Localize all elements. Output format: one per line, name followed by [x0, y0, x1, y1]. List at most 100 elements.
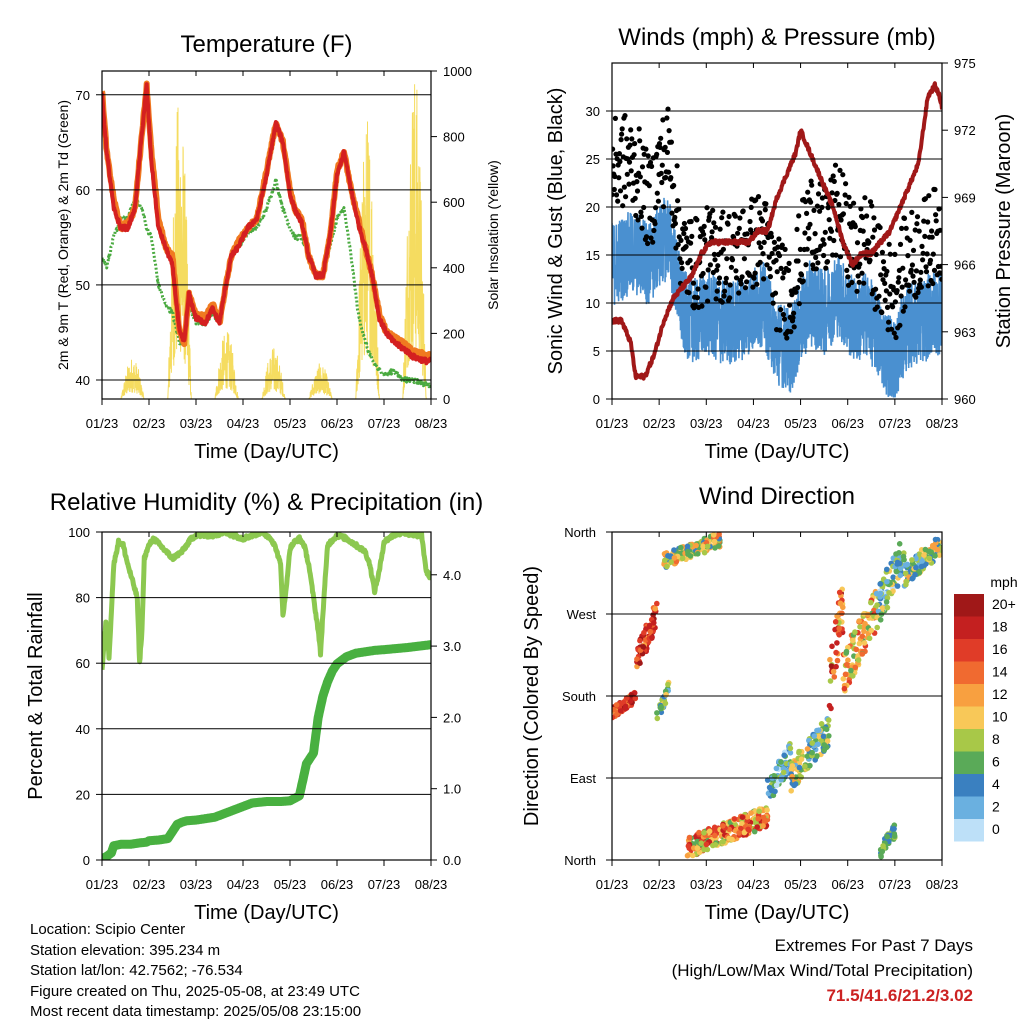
gust-point	[767, 274, 774, 280]
gust-point	[907, 288, 913, 294]
gust-point	[639, 225, 645, 231]
gust-point	[720, 209, 726, 215]
x-tick-label: 05/23	[784, 416, 817, 431]
gust-point	[704, 205, 710, 211]
gust-point	[912, 227, 918, 233]
direction-point	[698, 840, 705, 846]
direction-point	[919, 558, 925, 564]
gust-point	[808, 199, 814, 205]
y-tick-label: 5	[593, 344, 600, 359]
direction-point	[926, 555, 933, 562]
y-tick-label-right: 3.0	[443, 639, 461, 654]
gust-point	[844, 267, 850, 273]
gust-point	[709, 235, 715, 241]
gust-point	[880, 259, 887, 265]
gust-point	[813, 266, 819, 272]
direction-point	[716, 532, 722, 537]
y-tick-label-right: 975	[954, 56, 976, 71]
legend-swatch	[954, 706, 984, 729]
y-tick-label-right: 4.0	[443, 568, 461, 583]
direction-point	[894, 583, 901, 589]
gust-point	[612, 163, 616, 169]
gust-point	[899, 284, 905, 290]
direction-point	[857, 624, 863, 630]
gust-point	[720, 246, 727, 252]
x-tick-label: 04/23	[737, 416, 770, 431]
direction-point	[879, 848, 886, 855]
direction-point	[936, 552, 942, 558]
gust-point	[617, 159, 623, 165]
gust-point	[629, 136, 635, 142]
gust-point	[933, 212, 939, 218]
gust-point	[716, 275, 723, 281]
y-tick-label: East	[570, 771, 596, 786]
direction-point	[668, 559, 674, 565]
y-axis-label: Sonic Wind & Gust (Blue, Black)	[545, 88, 567, 375]
gust-point	[675, 242, 681, 248]
gust-point	[616, 175, 622, 181]
y-tick-label: 100	[68, 525, 90, 540]
direction-point	[827, 678, 834, 684]
direction-point	[720, 839, 726, 845]
x-tick-label: 06/23	[321, 877, 354, 892]
gust-point	[901, 215, 908, 221]
direction-point	[658, 704, 664, 710]
gust-point	[721, 293, 727, 299]
direction-point	[663, 691, 669, 698]
gust-point	[714, 288, 720, 294]
gust-point	[654, 151, 660, 157]
gust-point	[804, 246, 810, 252]
direction-point	[654, 600, 660, 607]
gust-point	[886, 319, 892, 325]
gust-point	[683, 244, 689, 250]
gust-point	[780, 275, 786, 281]
gust-point	[909, 209, 915, 215]
gust-point	[910, 273, 916, 279]
gust-point	[764, 262, 770, 268]
direction-point	[816, 727, 822, 733]
gust-point	[679, 260, 685, 266]
gust-point	[636, 126, 642, 132]
x-axis-label: Time (Day/UTC)	[705, 902, 850, 924]
sonic-wind-line	[612, 197, 942, 398]
direction-point	[780, 769, 787, 776]
direction-point	[928, 549, 934, 555]
gust-point	[936, 206, 942, 212]
gust-point	[811, 207, 817, 213]
gust-point	[653, 205, 659, 211]
gust-point	[736, 290, 742, 296]
gust-point	[890, 304, 896, 310]
direction-point	[903, 562, 910, 568]
direction-point	[646, 622, 653, 629]
gust-point	[752, 270, 758, 276]
gust-point	[756, 240, 762, 246]
gust-point	[800, 278, 806, 284]
direction-point	[845, 657, 851, 663]
x-tick-label: 02/23	[133, 416, 166, 431]
gust-point	[677, 256, 683, 262]
gust-point	[899, 225, 905, 231]
gust-point	[689, 233, 695, 239]
direction-point	[917, 551, 923, 558]
direction-point	[821, 742, 828, 748]
gust-point	[643, 146, 649, 152]
data-timestamp: Most recent data timestamp: 2025/05/08 2…	[30, 1003, 362, 1020]
y-tick-label: 25	[586, 152, 600, 167]
gust-point	[751, 275, 757, 281]
direction-point	[695, 551, 701, 557]
gust-point	[723, 280, 729, 286]
gust-point	[930, 251, 936, 257]
direction-point	[764, 777, 771, 783]
gust-point	[701, 231, 707, 237]
gust-point	[736, 225, 742, 231]
gust-point	[932, 186, 938, 193]
direction-point	[912, 571, 918, 578]
gust-point	[712, 224, 719, 230]
gust-point	[700, 270, 706, 277]
gust-point	[887, 291, 893, 297]
direction-point	[828, 663, 835, 669]
direction-point	[685, 551, 691, 557]
direction-point	[918, 563, 925, 570]
gust-point	[726, 213, 732, 220]
